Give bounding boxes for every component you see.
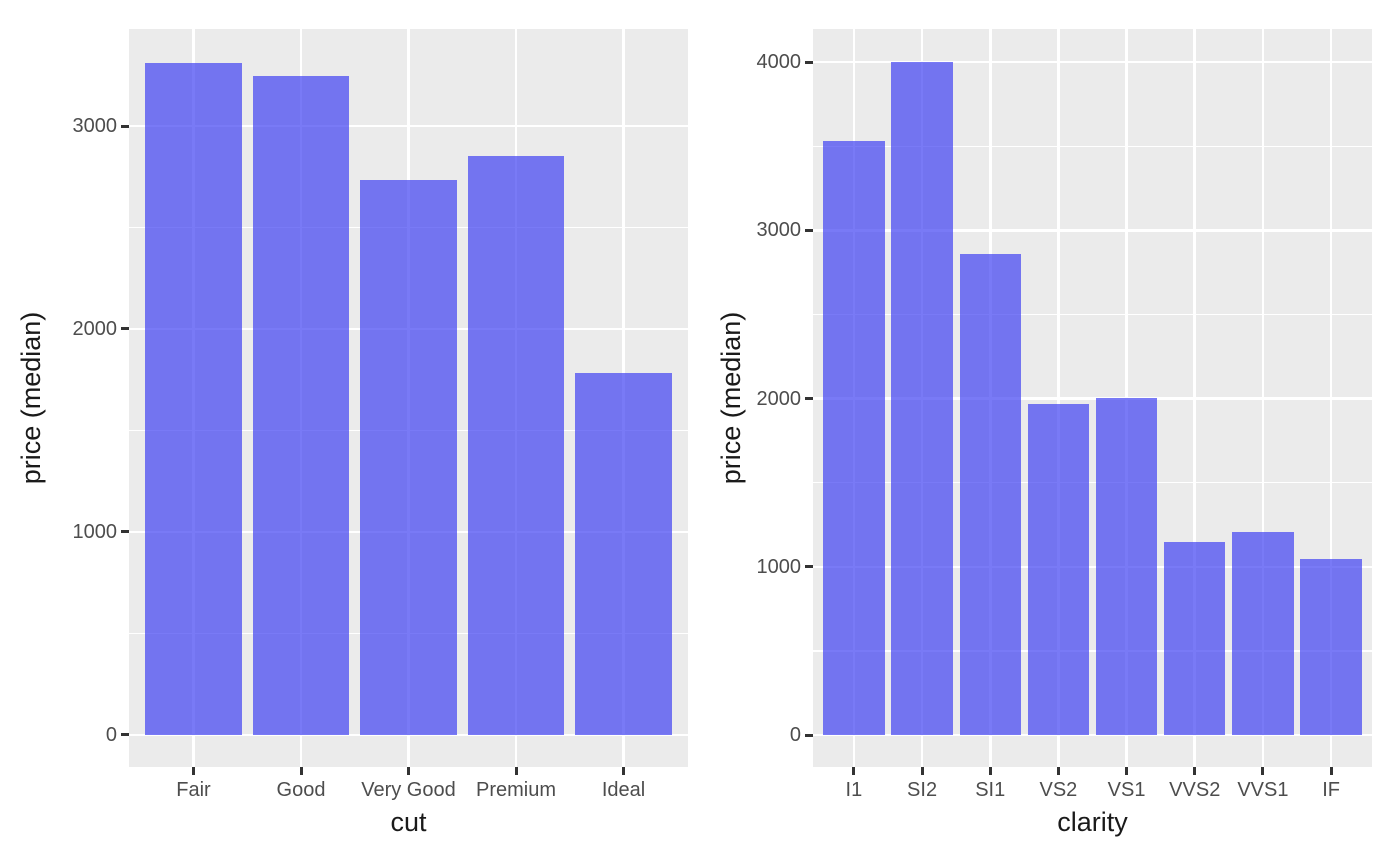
- y-gridline-major: [813, 397, 1372, 400]
- y-tick-mark: [121, 124, 129, 128]
- bar-Ideal: [575, 372, 672, 735]
- bar-Premium: [467, 156, 565, 735]
- y-gridline-minor: [813, 650, 1372, 652]
- x-tick-mark: [1056, 767, 1060, 775]
- y-tick-mark: [805, 60, 813, 64]
- x-tick-mark: [1193, 767, 1197, 775]
- y-gridline-minor: [813, 482, 1372, 484]
- x-tick-mark: [1125, 767, 1129, 775]
- x-tick-label: Fair: [176, 779, 211, 801]
- bar-Fair: [145, 63, 242, 735]
- x-gridline-major: [1193, 29, 1197, 767]
- x-tick-mark: [988, 767, 992, 775]
- x-tick-mark: [1329, 767, 1333, 775]
- bar-VS1: [1095, 397, 1158, 736]
- y-tick-label: 3000: [756, 219, 802, 242]
- y-tick-mark: [121, 327, 129, 331]
- x-gridline-major: [1329, 29, 1333, 767]
- y-tick-mark: [805, 565, 813, 569]
- x-tick-label: Good: [276, 779, 326, 801]
- x-tick-label: SI1: [975, 779, 1006, 801]
- x-axis-title: clarity: [1057, 807, 1128, 837]
- y-tick-mark: [805, 733, 813, 737]
- y-tick-label: 2000: [72, 317, 118, 340]
- y-tick-label: 3000: [72, 115, 118, 138]
- bar-I1: [823, 141, 885, 736]
- y-tick-mark: [805, 228, 813, 232]
- bar-VS2: [1027, 404, 1090, 736]
- x-tick-label: VS1: [1107, 779, 1146, 801]
- y-tick-mark: [805, 397, 813, 401]
- bar-Very Good: [360, 179, 457, 735]
- x-tick-label: Very Good: [361, 779, 456, 801]
- bar-IF: [1300, 559, 1362, 736]
- x-tick-mark: [852, 767, 856, 775]
- x-tick-label: VVS1: [1237, 779, 1289, 801]
- y-gridline-major: [813, 60, 1372, 64]
- y-gridline-minor: [813, 145, 1372, 147]
- x-tick-label: SI2: [907, 779, 938, 801]
- y-tick-label: 2000: [756, 387, 802, 410]
- y-tick-label: 0: [789, 724, 801, 747]
- x-tick-mark: [920, 767, 924, 775]
- y-gridline-major: [813, 229, 1372, 232]
- x-tick-mark: [1261, 767, 1265, 775]
- bar-SI1: [959, 253, 1021, 736]
- x-tick-label: VVS2: [1169, 779, 1221, 801]
- x-tick-mark: [622, 767, 625, 775]
- y-tick-label: 0: [105, 723, 117, 746]
- x-tick-label: VS2: [1039, 779, 1078, 801]
- x-tick-label: Ideal: [601, 779, 646, 801]
- x-gridline-major: [1261, 29, 1265, 767]
- x-tick-mark: [514, 767, 518, 775]
- y-tick-mark: [121, 530, 129, 534]
- y-gridline-major: [813, 733, 1372, 737]
- x-tick-mark: [299, 767, 303, 775]
- x-gridline-major: [1057, 29, 1060, 767]
- x-tick-label: Premium: [475, 779, 556, 801]
- bar-SI2: [891, 62, 953, 736]
- x-tick-mark: [192, 767, 195, 775]
- y-tick-mark: [121, 733, 129, 737]
- x-tick-label: I1: [845, 779, 863, 801]
- x-tick-mark: [407, 767, 410, 775]
- bar-Good: [252, 76, 350, 735]
- bar-VVS2: [1164, 541, 1226, 736]
- y-gridline-major: [813, 565, 1372, 569]
- y-tick-label: 1000: [756, 555, 802, 578]
- x-axis-title: cut: [390, 807, 427, 837]
- bar-VVS1: [1232, 532, 1294, 736]
- y-tick-label: 1000: [72, 520, 118, 543]
- y-gridline-minor: [813, 313, 1372, 316]
- x-tick-label: IF: [1322, 779, 1340, 801]
- y-tick-label: 4000: [756, 51, 802, 74]
